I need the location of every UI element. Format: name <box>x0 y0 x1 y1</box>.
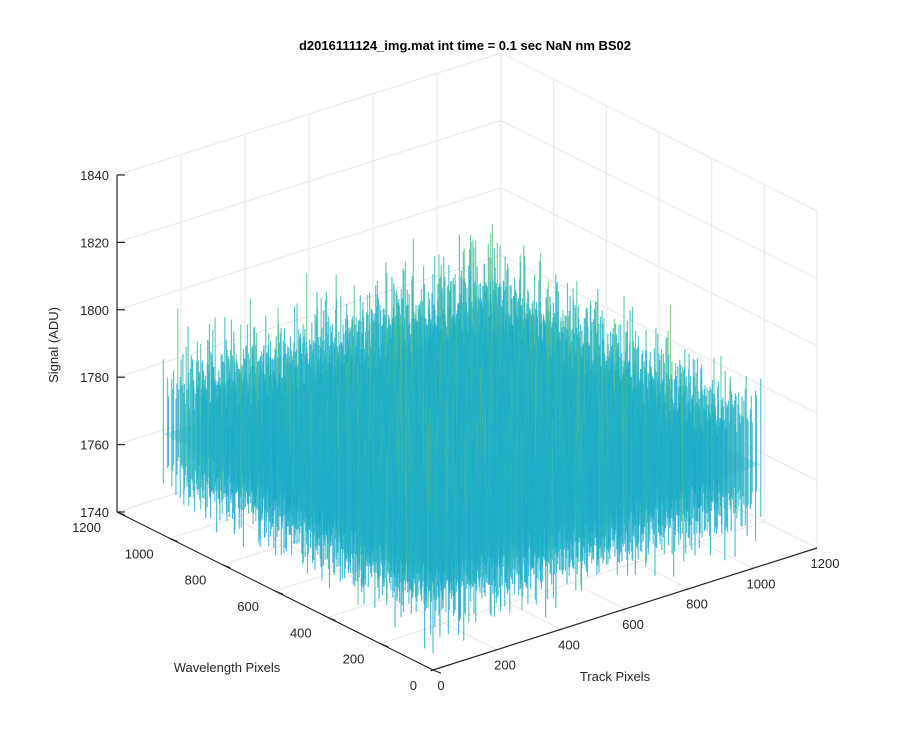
x-tick <box>686 588 690 591</box>
x-tick <box>622 608 626 611</box>
y-tick <box>169 537 178 543</box>
grid-line <box>500 254 818 414</box>
x-tick <box>494 649 498 652</box>
y-tick-label: 400 <box>290 625 312 640</box>
x-tick-label: 400 <box>558 637 580 652</box>
y-tick <box>327 616 336 622</box>
y-tick <box>432 669 442 674</box>
grid-line <box>116 187 502 311</box>
x-tick-label: 800 <box>686 597 708 612</box>
z-tick-label: 1840 <box>80 168 109 183</box>
x-tick-label: 600 <box>622 617 644 632</box>
x-tick-label: 1200 <box>811 556 840 571</box>
grid-line <box>500 187 818 347</box>
y-tick-label: 800 <box>185 573 207 588</box>
grid-line <box>116 52 502 176</box>
grid-line <box>116 119 502 243</box>
x-tick-label: 1000 <box>747 576 776 591</box>
y-tick <box>222 564 231 569</box>
z-axis-label: Signal (ADU) <box>46 307 61 383</box>
y-tick-label: 200 <box>343 652 365 667</box>
surface-sheet <box>163 329 761 569</box>
y-tick-label: 1200 <box>72 520 101 535</box>
y-tick <box>274 590 284 595</box>
grid-line <box>380 521 765 645</box>
z-tick-label: 1740 <box>80 505 109 520</box>
y-tick-label: 600 <box>237 599 259 614</box>
z-tick-label: 1780 <box>80 370 109 385</box>
y-tick-label: 1000 <box>125 546 154 561</box>
tick-labels: 0 200 400 600 800 1000 1200 0 200 400 600 800 1000 12… <box>72 168 839 693</box>
grid-line <box>116 254 502 378</box>
chart-title: d2016111124_img.mat int time = 0.1 sec N… <box>299 38 631 53</box>
x-tick-label: 200 <box>494 658 516 673</box>
x-tick-label: 0 <box>437 678 444 693</box>
z-tick-label: 1800 <box>80 303 109 318</box>
x-tick <box>750 567 754 570</box>
z-tick-label: 1820 <box>80 235 109 250</box>
x-tick <box>814 547 818 550</box>
y-tick <box>380 643 389 648</box>
axes-box <box>116 174 818 674</box>
surface-mesh <box>162 224 762 654</box>
grid-line <box>500 52 818 212</box>
z-tick-label: 1760 <box>80 438 109 453</box>
y-tick-label: 0 <box>410 678 417 693</box>
x-axis-label: Track Pixels <box>580 669 651 684</box>
y-axis-label: Wavelength Pixels <box>174 660 281 675</box>
x-tick <box>430 669 434 672</box>
x-tick <box>558 628 562 631</box>
grid-line <box>500 119 818 279</box>
